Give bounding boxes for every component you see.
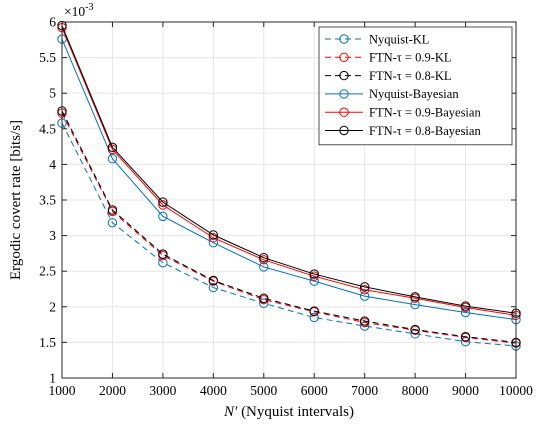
x-tick-label: 10000 bbox=[499, 383, 533, 398]
data-point bbox=[208, 230, 219, 240]
data-point bbox=[359, 316, 370, 326]
series-line bbox=[61, 25, 517, 314]
legend-marker bbox=[339, 89, 349, 99]
x-tick-labels: 1000 2000 3000 4000 5000 6000 7000 8000 9000 1000… bbox=[49, 383, 534, 398]
x-tick-label: 2000 bbox=[99, 383, 126, 398]
legend-label: Nyquist-Bayesian bbox=[369, 87, 459, 101]
series-ftn-0-8-bayesian bbox=[57, 20, 521, 318]
data-point bbox=[309, 312, 319, 323]
data-point bbox=[359, 321, 370, 331]
series-nyquist-kl bbox=[57, 118, 521, 351]
legend-marker bbox=[339, 34, 349, 44]
data-point bbox=[309, 276, 319, 286]
x-tick-label: 3000 bbox=[149, 383, 176, 398]
data-point bbox=[410, 324, 420, 335]
series-line bbox=[61, 38, 517, 321]
legend-item: Nyquist-KL bbox=[325, 32, 429, 46]
y-axis-multiplier: ×10-3 bbox=[64, 2, 93, 19]
legend-marker bbox=[339, 125, 349, 136]
data-point bbox=[309, 269, 319, 279]
y-tick-label: 3 bbox=[49, 228, 56, 243]
series-line bbox=[61, 112, 517, 344]
legend-label: FTN-τ = 0.8-Bayesian bbox=[369, 124, 481, 138]
data-point bbox=[107, 142, 118, 153]
legend-label: FTN-τ = 0.8-KL bbox=[369, 69, 452, 83]
data-point bbox=[107, 144, 118, 155]
legend-label: FTN-τ = 0.9-Bayesian bbox=[369, 106, 481, 120]
data-point bbox=[208, 275, 219, 286]
data-point bbox=[460, 332, 471, 342]
data-point bbox=[259, 298, 269, 308]
legend-label: Nyquist-KL bbox=[369, 32, 429, 46]
data-point bbox=[107, 205, 118, 215]
y-tick-label: 6 bbox=[49, 15, 56, 30]
data-point bbox=[410, 292, 420, 302]
legend-marker bbox=[339, 52, 349, 62]
legend-label: FTN-τ = 0.9-KL bbox=[369, 51, 452, 65]
y-tick-label: 2 bbox=[49, 299, 56, 314]
data-point bbox=[259, 252, 269, 263]
data-point bbox=[410, 299, 420, 310]
legend-marker bbox=[339, 107, 349, 117]
data-point bbox=[359, 282, 370, 292]
x-tick-label: 6000 bbox=[301, 383, 328, 398]
y-tick-label: 4.5 bbox=[39, 121, 56, 136]
x-tick-label: 8000 bbox=[402, 383, 429, 398]
data-point bbox=[359, 291, 370, 301]
data-point bbox=[208, 233, 219, 243]
y-tick-label: 1.5 bbox=[39, 335, 56, 350]
data-point bbox=[158, 249, 168, 259]
y-tick-label: 5 bbox=[49, 86, 56, 101]
x-tick-label: 7000 bbox=[351, 383, 378, 398]
legend-item: Nyquist-Bayesian bbox=[325, 87, 459, 101]
x-tick-label: 4000 bbox=[200, 383, 227, 398]
legend: Nyquist-KL FTN-τ = 0.9-KL FTN-τ = 0.8-KL Ny… bbox=[318, 26, 513, 146]
x-tick-label: 5000 bbox=[250, 383, 277, 398]
legend-item: FTN-τ = 0.9-Bayesian bbox=[325, 106, 481, 120]
series-line bbox=[61, 27, 517, 316]
series-line bbox=[61, 110, 517, 343]
series-line bbox=[61, 122, 517, 347]
data-point bbox=[107, 218, 118, 228]
legend-item: FTN-τ = 0.9-KL bbox=[325, 51, 452, 65]
x-tick-label: 9000 bbox=[452, 383, 479, 398]
series-ftn-0-8-kl bbox=[57, 106, 521, 348]
y-tick-labels: 1 1.5 2 2.5 3 3.5 4 4.5 5 5.5 6 bbox=[39, 15, 56, 386]
data-point bbox=[359, 285, 370, 295]
y-tick-label: 4 bbox=[49, 157, 56, 172]
legend-item: FTN-τ = 0.8-KL bbox=[325, 69, 452, 83]
legend-item: FTN-τ = 0.8-Bayesian bbox=[325, 124, 481, 138]
data-point bbox=[259, 255, 269, 265]
data-point bbox=[309, 271, 319, 281]
x-axis-title: N′ (Nyquist intervals) bbox=[223, 404, 354, 420]
y-axis-title: Ergodic covert rate [bits/s] bbox=[8, 120, 24, 280]
y-tick-label: 3.5 bbox=[39, 193, 56, 208]
y-tick-label: 5.5 bbox=[39, 50, 56, 65]
y-tick-label: 1 bbox=[49, 371, 56, 386]
data-point bbox=[158, 197, 168, 207]
x-tick-label: 1000 bbox=[49, 383, 76, 398]
data-point bbox=[460, 307, 471, 318]
data-point bbox=[208, 238, 219, 248]
data-point bbox=[309, 306, 319, 316]
legend-marker bbox=[339, 70, 349, 81]
data-point bbox=[158, 211, 168, 222]
y-tick-label: 2.5 bbox=[39, 264, 56, 279]
data-point bbox=[259, 293, 269, 303]
data-point bbox=[259, 262, 269, 272]
data-point bbox=[460, 301, 471, 311]
data-point bbox=[107, 154, 118, 164]
data-point bbox=[208, 282, 219, 293]
legend-box bbox=[318, 26, 513, 146]
